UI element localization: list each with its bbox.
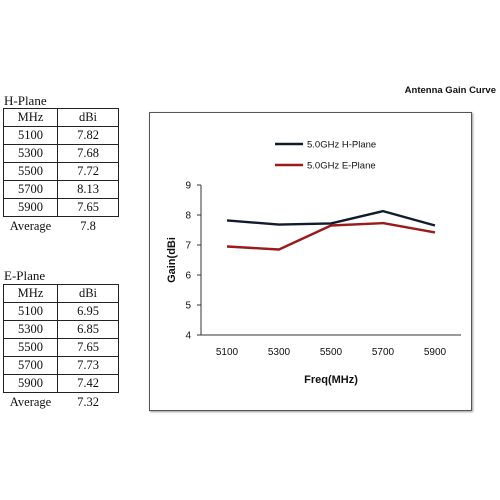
e-plane-table-title: E-Plane (4, 268, 46, 283)
table-row: 5100 7.82 (3, 126, 119, 145)
chart-title: Antenna Gain Curve (404, 85, 496, 96)
legend-label: 5.0GHz H-Plane (307, 140, 376, 151)
freq-cell: 5700 (3, 356, 58, 375)
average-row: Average 7.32 (4, 393, 119, 413)
h-plane-table-title: H-Plane (4, 93, 47, 108)
column-header: MHz (3, 108, 58, 127)
gain-chart: 4 5 6 7 8 9 5100 5300 5500 5700 5900 Freq(MHz) Gain(… (166, 140, 461, 386)
column-header: MHz (3, 284, 58, 303)
y-tick-label: 7 (185, 241, 191, 252)
gain-cell: 7.42 (57, 374, 119, 393)
column-header: dBi (57, 108, 119, 127)
average-value: 7.32 (77, 395, 99, 409)
gain-cell: 7.72 (57, 162, 119, 181)
average-row: Average 7.8 (4, 217, 119, 237)
h-plane-table: MHz dBi 5100 7.82 5300 7.68 5500 7.72 57… (3, 108, 119, 236)
gain-cell: 7.65 (57, 198, 119, 217)
table-row: 5700 7.73 (3, 356, 119, 375)
table-row: 5500 7.65 (3, 338, 119, 357)
table-row: 5700 8.13 (3, 180, 119, 199)
table-row: 5300 7.68 (3, 144, 119, 163)
gain-cell: 7.82 (57, 126, 119, 145)
freq-cell: 5100 (3, 302, 58, 321)
x-tick-label: 5700 (372, 347, 395, 358)
gain-cell: 7.73 (57, 356, 119, 375)
gain-cell: 8.13 (57, 180, 119, 199)
x-tick-label: 5100 (216, 347, 239, 358)
gain-cell: 6.85 (57, 320, 119, 339)
x-axis-title: Freq(MHz) (304, 374, 358, 386)
average-label: Average (9, 395, 52, 409)
x-tick-label: 5300 (268, 347, 291, 358)
e-plane-table: MHz dBi 5100 6.95 5300 6.85 5500 7.65 57… (3, 284, 119, 412)
gain-cell: 7.65 (57, 338, 119, 357)
y-tick-label: 8 (185, 211, 191, 222)
chart-frame: 4 5 6 7 8 9 5100 5300 5500 5700 5900 Freq(MHz) Gain(… (149, 112, 472, 411)
legend-label: 5.0GHz E-Plane (307, 161, 376, 172)
freq-cell: 5300 (3, 320, 58, 339)
table-row: 5900 7.65 (3, 198, 119, 217)
series-line-h-plane (226, 209, 436, 227)
table-header-row: MHz dBi (3, 108, 119, 127)
y-tick-label: 4 (185, 331, 191, 342)
table-row: 5300 6.85 (3, 320, 119, 339)
freq-cell: 5100 (3, 126, 58, 145)
freq-cell: 5900 (3, 198, 58, 217)
freq-cell: 5900 (3, 374, 58, 393)
average-value: 7.8 (80, 219, 96, 233)
y-tick-label: 5 (185, 301, 191, 312)
average-label: Average (9, 219, 52, 233)
freq-cell: 5500 (3, 162, 58, 181)
y-axis-title: Gain(dBi (166, 237, 178, 283)
column-header: dBi (57, 284, 119, 303)
table-row: 5500 7.72 (3, 162, 119, 181)
y-tick-label: 9 (185, 181, 191, 192)
freq-cell: 5300 (3, 144, 58, 163)
y-tick-label: 6 (185, 271, 191, 282)
table-row: 5100 6.95 (3, 302, 119, 321)
table-row: 5900 7.42 (3, 374, 119, 393)
freq-cell: 5500 (3, 338, 58, 357)
x-tick-label: 5500 (320, 347, 343, 358)
gain-cell: 7.68 (57, 144, 119, 163)
gain-cell: 6.95 (57, 302, 119, 321)
x-tick-label: 5900 (424, 347, 447, 358)
freq-cell: 5700 (3, 180, 58, 199)
table-header-row: MHz dBi (3, 284, 119, 303)
series-line-e-plane (226, 221, 436, 251)
